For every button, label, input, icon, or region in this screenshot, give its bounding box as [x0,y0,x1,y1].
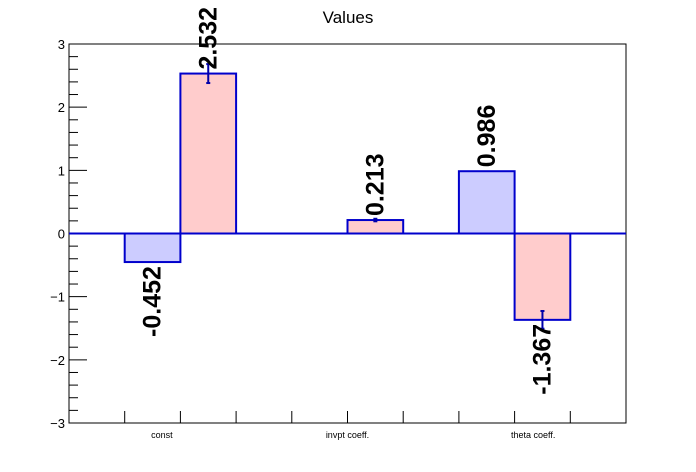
data-label: -1.367 [528,324,556,395]
x-category-label: theta coeff. [511,430,555,440]
y-tick-label: −2 [50,353,65,368]
y-tick-label: 3 [58,37,65,52]
y-tick-label: −3 [50,416,65,431]
data-label: 2.532 [194,7,222,70]
bar [457,170,516,235]
x-category-label: invpt coeff. [326,430,369,440]
y-tick-label: −1 [50,290,65,305]
bar [123,232,182,264]
x-category-label: const [151,430,173,440]
data-label: 0.213 [361,153,389,216]
data-label: 0.986 [473,105,501,168]
bar [513,232,572,321]
y-tick-label: 2 [58,100,65,115]
y-tick-label: 1 [58,163,65,178]
plot-area: −3 −2 −1 0 1 2 3 const invpt coeff. theta coeff. -… [50,7,627,440]
chart-title: Values [323,8,374,27]
y-tick-label: 0 [58,227,65,242]
bar [179,72,238,235]
data-label: -0.452 [139,266,167,337]
